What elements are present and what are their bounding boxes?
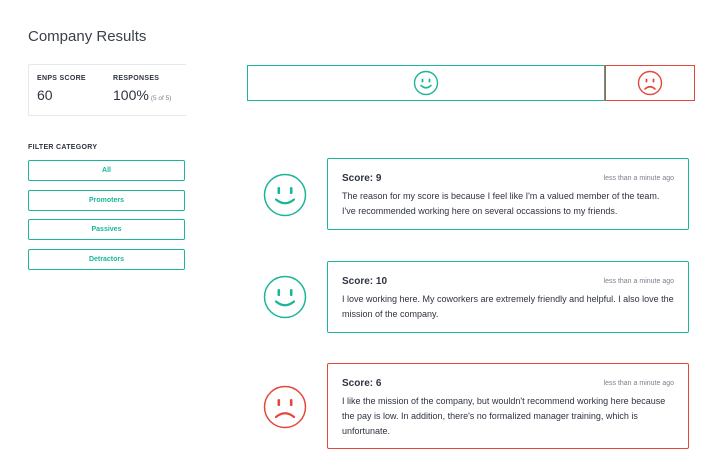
filter-promoters-button[interactable]: Promoters <box>28 190 185 211</box>
filter-heading: FILTER CATEGORY <box>28 144 98 151</box>
responses-value: 100% <box>113 87 149 103</box>
response-timestamp: less than a minute ago <box>603 278 674 285</box>
response-timestamp: less than a minute ago <box>603 175 674 182</box>
filter-detractors-button[interactable]: Detractors <box>28 249 185 270</box>
smiley-face-icon <box>263 275 307 319</box>
smiley-face-icon <box>413 70 439 96</box>
response-comment: I like the mission of the company, but w… <box>342 396 666 436</box>
filter-passives-button[interactable]: Passives <box>28 219 185 240</box>
frown-face-icon <box>263 385 307 429</box>
response-score: Score: 9 <box>342 173 382 184</box>
responses-count: (5 of 5) <box>150 95 172 102</box>
smiley-face-icon <box>263 173 307 217</box>
stats-card: ENPS SCORE 60 RESPONSES 100% (5 of 5) <box>28 64 186 116</box>
response-score: Score: 6 <box>342 378 382 389</box>
response-score: Score: 10 <box>342 276 388 287</box>
frown-face-icon <box>637 70 663 96</box>
enps-value: 60 <box>37 87 53 103</box>
filter-all-button[interactable]: All <box>28 160 185 181</box>
responses-stat: RESPONSES 100% (5 of 5) <box>113 75 171 103</box>
response-card: Score: 10 less than a minute ago I love … <box>327 261 689 333</box>
promoters-share-bar[interactable] <box>247 65 605 101</box>
response-card: Score: 9 less than a minute ago The reas… <box>327 158 689 230</box>
responses-value-row: 100% (5 of 5) <box>113 87 171 103</box>
response-card: Score: 6 less than a minute ago I like t… <box>327 363 689 449</box>
responses-label: RESPONSES <box>113 75 160 82</box>
page-title: Company Results <box>28 28 147 45</box>
enps-stat: ENPS SCORE 60 <box>37 75 86 103</box>
response-comment: The reason for my score is because I fee… <box>342 191 660 216</box>
response-comment: I love working here. My coworkers are ex… <box>342 294 674 319</box>
enps-label: ENPS SCORE <box>37 75 86 82</box>
detractors-share-bar[interactable] <box>605 65 695 101</box>
response-timestamp: less than a minute ago <box>603 380 674 387</box>
